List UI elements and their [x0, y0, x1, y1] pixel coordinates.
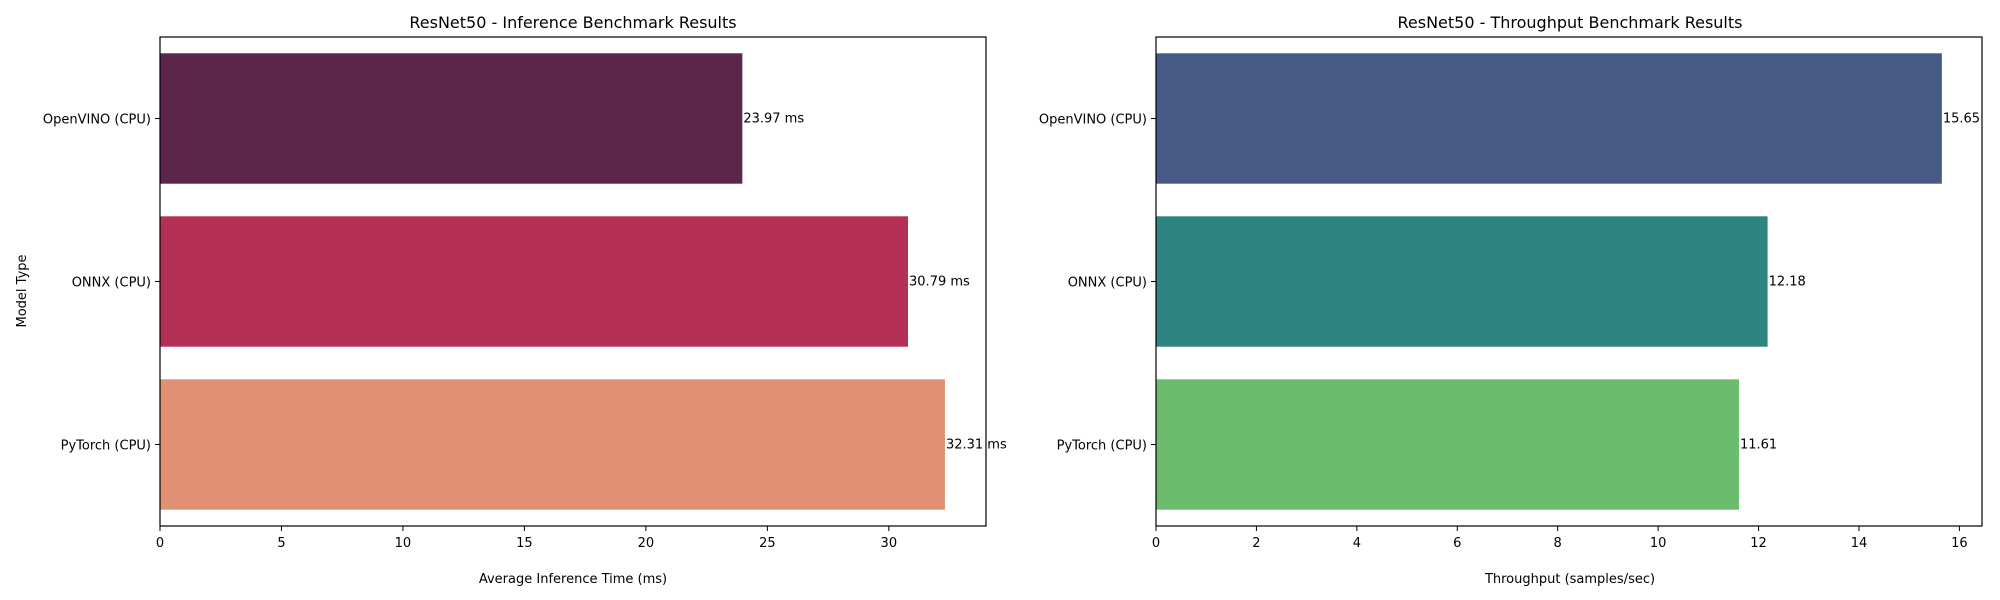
throughput-xtick-label-16: 16 [1951, 536, 1968, 551]
throughput-category-labels: OpenVINO (CPU) ONNX (CPU) PyTorch (CPU) [1039, 113, 1156, 454]
throughput-category-label-openvino-cpu: OpenVINO (CPU) [1039, 113, 1147, 128]
throughput-value-label-pytorch-cpu: 11.61 [1740, 438, 1777, 453]
throughput-bar-pytorch-cpu [1156, 379, 1739, 510]
throughput-x-ticks: 0 2 4 6 8 10 12 14 16 [1152, 526, 1968, 551]
throughput-xtick-label-10: 10 [1650, 536, 1667, 551]
inference-value-labels: 23.97 ms 30.79 ms 32.31 ms [743, 112, 1007, 453]
inference-chart-xlabel: Average Inference Time (ms) [479, 572, 667, 587]
inference-axes-frame [159, 36, 987, 527]
inference-chart-panel: ResNet50 - Inference Benchmark Results A… [15, 13, 1007, 587]
throughput-bars [1156, 53, 1942, 510]
inference-category-label-onnx-cpu: ONNX (CPU) [72, 276, 151, 291]
inference-chart-title: ResNet50 - Inference Benchmark Results [409, 13, 736, 32]
throughput-xtick-label-14: 14 [1851, 536, 1868, 551]
inference-xtick-label-0: 0 [156, 536, 164, 551]
throughput-category-label-onnx-cpu: ONNX (CPU) [1068, 276, 1147, 291]
throughput-bar-onnx-cpu [1156, 216, 1768, 347]
inference-category-labels: OpenVINO (CPU) ONNX (CPU) PyTorch (CPU) [43, 113, 160, 454]
inference-xtick-label-30: 30 [881, 536, 898, 551]
inference-xtick-label-15: 15 [516, 536, 533, 551]
inference-bar-openvino-cpu [160, 53, 743, 184]
inference-value-label-onnx-cpu: 30.79 ms [909, 275, 970, 290]
throughput-xtick-label-2: 2 [1252, 536, 1260, 551]
throughput-category-label-pytorch-cpu: PyTorch (CPU) [1057, 439, 1147, 454]
throughput-value-labels: 15.65 12.18 11.61 [1740, 112, 1980, 453]
inference-chart-ylabel: Model Type [15, 254, 30, 327]
throughput-xtick-label-6: 6 [1453, 536, 1461, 551]
inference-x-ticks: 0 5 10 15 20 25 30 [156, 526, 897, 551]
inference-category-label-openvino-cpu: OpenVINO (CPU) [43, 113, 151, 128]
throughput-xtick-label-8: 8 [1554, 536, 1562, 551]
throughput-chart-xlabel: Throughput (samples/sec) [1484, 572, 1655, 587]
throughput-xtick-label-0: 0 [1152, 536, 1160, 551]
inference-category-label-pytorch-cpu: PyTorch (CPU) [61, 439, 151, 454]
inference-bar-onnx-cpu [160, 216, 909, 347]
inference-bar-pytorch-cpu [160, 379, 945, 510]
inference-value-label-pytorch-cpu: 32.31 ms [946, 438, 1007, 453]
throughput-xtick-label-12: 12 [1750, 536, 1767, 551]
throughput-chart-panel: ResNet50 - Throughput Benchmark Results … [1039, 13, 1983, 587]
inference-value-label-openvino-cpu: 23.97 ms [743, 112, 804, 127]
throughput-value-label-onnx-cpu: 12.18 [1769, 275, 1806, 290]
inference-xtick-label-25: 25 [759, 536, 776, 551]
inference-xtick-label-5: 5 [277, 536, 285, 551]
throughput-bar-openvino-cpu [1156, 53, 1942, 184]
throughput-xtick-label-4: 4 [1353, 536, 1361, 551]
inference-xtick-label-10: 10 [395, 536, 412, 551]
inference-xtick-label-20: 20 [638, 536, 655, 551]
throughput-chart-title: ResNet50 - Throughput Benchmark Results [1398, 13, 1743, 32]
throughput-axes-frame [1155, 36, 1983, 527]
throughput-value-label-openvino-cpu: 15.65 [1943, 112, 1980, 127]
inference-bars [160, 53, 945, 510]
